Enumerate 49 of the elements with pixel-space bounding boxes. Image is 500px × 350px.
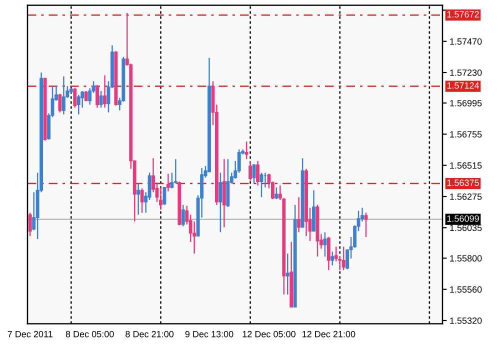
candlestick — [244, 140, 248, 160]
ref-line-label: 1.56099 — [447, 215, 479, 222]
y-tick-label: 1.57470 — [450, 38, 482, 45]
y-tick-label: 1.56755 — [450, 131, 482, 138]
candlestick — [330, 251, 334, 266]
ref-line-label: 1.56375 — [447, 180, 479, 186]
candlestick — [342, 246, 346, 271]
candlestick — [73, 87, 77, 108]
candlestick — [218, 172, 222, 233]
x-tick-label: 12 Dec 21:00 — [302, 330, 356, 338]
candlestick — [140, 188, 144, 214]
candlestick — [96, 84, 100, 108]
x-tick-label: 8 Dec 05:00 — [66, 330, 114, 338]
x-tick-label: 7 Dec 2011 — [8, 330, 52, 338]
candlestick — [252, 163, 256, 184]
candlestick — [181, 204, 185, 227]
candlestick — [159, 186, 162, 210]
y-tick-label: 1.56515 — [450, 162, 482, 169]
candlestick — [103, 74, 106, 108]
candlestick — [364, 212, 368, 238]
x-tick-label: 8 Dec 21:00 — [126, 330, 174, 338]
candlestick — [222, 158, 226, 228]
candlestick — [136, 182, 140, 216]
candlestick — [174, 158, 178, 184]
ref-line-label: 1.57124 — [447, 82, 480, 89]
candlestick — [256, 160, 260, 186]
candlestick — [274, 186, 278, 200]
candlestick — [76, 94, 80, 115]
candlestick — [162, 186, 166, 206]
x-tick-label: 9 Dec 13:00 — [185, 330, 234, 338]
candlestick — [84, 90, 88, 102]
candlestick — [28, 212, 32, 237]
candlestick — [58, 93, 62, 113]
candlestick — [62, 76, 66, 115]
y-tick-label: 1.55800 — [450, 255, 482, 262]
y-tick-label: 1.55560 — [450, 286, 482, 293]
y-tick-label: 1.56275 — [450, 193, 482, 200]
ref-line-label: 1.57672 — [447, 11, 479, 18]
y-tick-label: 1.56035 — [450, 224, 482, 232]
candlestick — [166, 173, 170, 192]
candlestick — [286, 253, 290, 296]
candlestick — [297, 196, 301, 233]
y-tick-label: 1.57230 — [450, 69, 482, 76]
y-tick-label: 1.56995 — [450, 100, 482, 106]
candlestick — [326, 236, 330, 271]
x-tick-label: 12 Dec 05:00 — [242, 330, 296, 338]
candlestick — [323, 232, 327, 258]
candlestick — [248, 160, 252, 182]
y-tick-label: 1.55320 — [450, 317, 482, 324]
